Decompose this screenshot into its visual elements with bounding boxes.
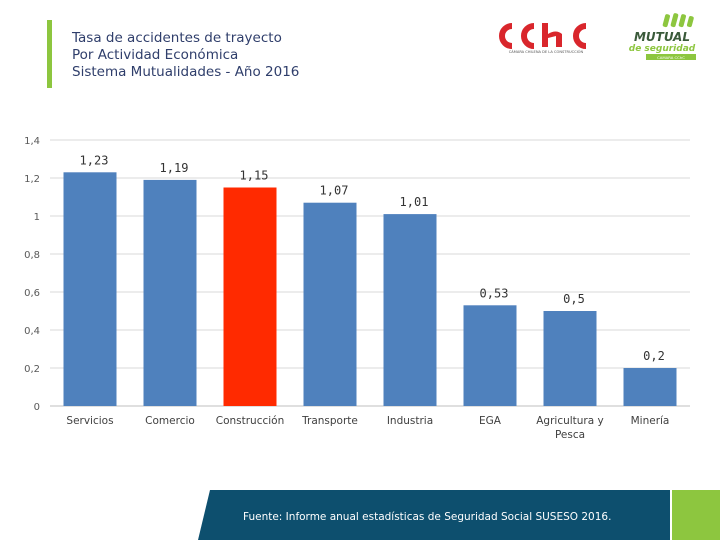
x-tick-label: Servicios: [66, 415, 113, 427]
data-label: 0,2: [643, 349, 665, 363]
bar: [463, 305, 517, 406]
y-tick-label: 1,2: [24, 174, 40, 185]
footer-accent: [672, 490, 720, 540]
mutual-logo: MUTUAL de seguridad CAMARA CChC: [629, 13, 696, 60]
y-tick-label: 0,8: [24, 250, 40, 261]
cchc-tagline: CÁMARA CHILENA DE LA CONSTRUCCIÓN: [509, 49, 584, 54]
bar: [543, 311, 597, 406]
mutual-line1: MUTUAL: [634, 30, 690, 44]
data-label: 1,15: [240, 169, 269, 183]
x-tick-label: Comercio: [145, 415, 195, 427]
x-tick-label: Minería: [631, 415, 670, 427]
mutual-line2: de seguridad: [629, 44, 696, 54]
data-label: 1,07: [320, 184, 349, 198]
x-tick-label: Transporte: [301, 415, 358, 427]
bar: [303, 202, 357, 406]
y-tick-label: 1,4: [24, 136, 40, 147]
title-line-1: Tasa de accidentes de trayecto: [72, 30, 282, 46]
data-label: 0,53: [480, 286, 509, 300]
x-tick-label: Pesca: [555, 429, 585, 441]
x-tick-label: Industria: [387, 415, 433, 427]
y-tick-label: 0,4: [24, 326, 40, 337]
title-line-3: Sistema Mutualidades - Año 2016: [72, 64, 300, 80]
bar: [143, 179, 197, 406]
x-tick-label: Construcción: [216, 415, 285, 427]
data-label: 1,23: [80, 153, 109, 167]
y-tick-label: 1: [34, 212, 40, 223]
y-tick-label: 0,2: [24, 364, 40, 375]
y-tick-label: 0,6: [24, 288, 40, 299]
bar-chart: 0 0,2 0,4 0,6 0,8 1 1,2 1,4 1,23 Servicios 1,19 Com…: [24, 136, 690, 441]
data-label: 0,5: [563, 292, 585, 306]
title-accent-bar: [47, 20, 52, 88]
x-tick-label: EGA: [479, 415, 502, 427]
bar: [383, 214, 437, 406]
x-tick-label: Agricultura y: [536, 415, 604, 427]
mutual-tagline: CAMARA CChC: [657, 55, 685, 60]
data-label: 1,19: [160, 161, 189, 175]
cchc-logo: CÁMARA CHILENA DE LA CONSTRUCCIÓN: [499, 23, 587, 54]
data-label: 1,01: [400, 195, 429, 209]
bar: [623, 368, 677, 406]
page-title: Tasa de accidentes de trayecto Por Activ…: [72, 30, 299, 81]
footer-panel: [198, 490, 670, 540]
footer-source: Fuente: Informe anual estadísticas de Se…: [243, 511, 612, 523]
title-line-2: Por Actividad Económica: [72, 47, 239, 63]
bar: [223, 187, 277, 406]
y-tick-label: 0: [34, 402, 40, 413]
bar: [63, 172, 117, 406]
